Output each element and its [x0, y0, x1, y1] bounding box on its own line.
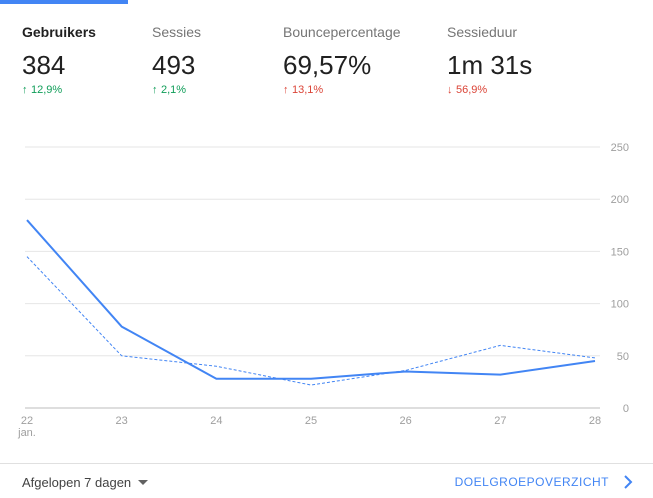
- metric-gebruikers[interactable]: Gebruikers 384 ↑ 12,9%: [22, 0, 132, 110]
- x-tick-label: 28: [589, 415, 601, 427]
- y-tick-label: 50: [617, 351, 629, 363]
- active-tab-indicator: [0, 0, 128, 4]
- metric-label: Sessies: [152, 24, 202, 40]
- arrow-down-icon: ↓: [447, 84, 453, 96]
- x-tick-sublabel: jan.: [17, 427, 36, 439]
- y-tick-label: 250: [611, 142, 629, 154]
- metric-label: Sessieduur: [447, 24, 518, 40]
- series-line-current: [26, 219, 596, 380]
- footer-divider: [0, 463, 653, 464]
- metric-sessies[interactable]: Sessies 493 ↑ 2,1%: [152, 0, 262, 110]
- metric-change: ↑ 2,1%: [152, 84, 186, 96]
- metric-change-value: 13,1%: [292, 84, 324, 96]
- metric-change: ↓ 56,9%: [447, 84, 487, 96]
- metric-value: 69,57%: [283, 50, 372, 80]
- arrow-up-icon: ↑: [152, 84, 158, 96]
- series-line-previous: [26, 256, 596, 386]
- period-dropdown[interactable]: Afgelopen 7 dagen: [22, 470, 149, 494]
- chevron-right-icon: [624, 475, 633, 489]
- audience-overview-link[interactable]: DOELGROEPOVERZICHT: [455, 470, 633, 494]
- caret-down-icon: [138, 480, 149, 485]
- x-tick-label: 25: [305, 415, 317, 427]
- x-tick-label: 26: [400, 415, 412, 427]
- y-tick-label: 200: [611, 194, 629, 206]
- metric-change-value: 2,1%: [161, 84, 187, 96]
- metric-change: ↑ 13,1%: [283, 84, 323, 96]
- y-tick-label: 0: [623, 403, 629, 415]
- metric-change-value: 56,9%: [456, 84, 488, 96]
- overview-label: DOELGROEPOVERZICHT: [454, 475, 609, 489]
- metric-label: Gebruikers: [22, 24, 96, 40]
- metric-change-value: 12,9%: [31, 84, 63, 96]
- period-label: Afgelopen 7 dagen: [22, 474, 132, 490]
- x-tick-label: 22: [21, 415, 33, 427]
- arrow-up-icon: ↑: [22, 84, 28, 96]
- x-tick-label: 23: [116, 415, 128, 427]
- x-tick-label: 24: [210, 415, 222, 427]
- metric-label: Bouncepercentage: [283, 24, 401, 40]
- metric-sessieduur[interactable]: Sessieduur 1m 31s ↓ 56,9%: [447, 0, 577, 110]
- metric-value: 1m 31s: [447, 50, 533, 80]
- metric-value: 493: [152, 50, 196, 80]
- y-tick-label: 150: [611, 246, 629, 258]
- y-tick-label: 100: [611, 299, 629, 311]
- x-tick-label: 27: [494, 415, 506, 427]
- metric-value: 384: [22, 50, 66, 80]
- metric-bouncepercentage[interactable]: Bouncepercentage 69,57% ↑ 13,1%: [283, 0, 433, 110]
- metric-change: ↑ 12,9%: [22, 84, 62, 96]
- line-chart: 250 200 150 100 50 0 22 jan. 23 24 25 26 27 28: [0, 130, 653, 445]
- metrics-row: Gebruikers 384 ↑ 12,9% Sessies 493 ↑ 2,1% …: [0, 0, 653, 110]
- arrow-up-icon: ↑: [283, 84, 289, 96]
